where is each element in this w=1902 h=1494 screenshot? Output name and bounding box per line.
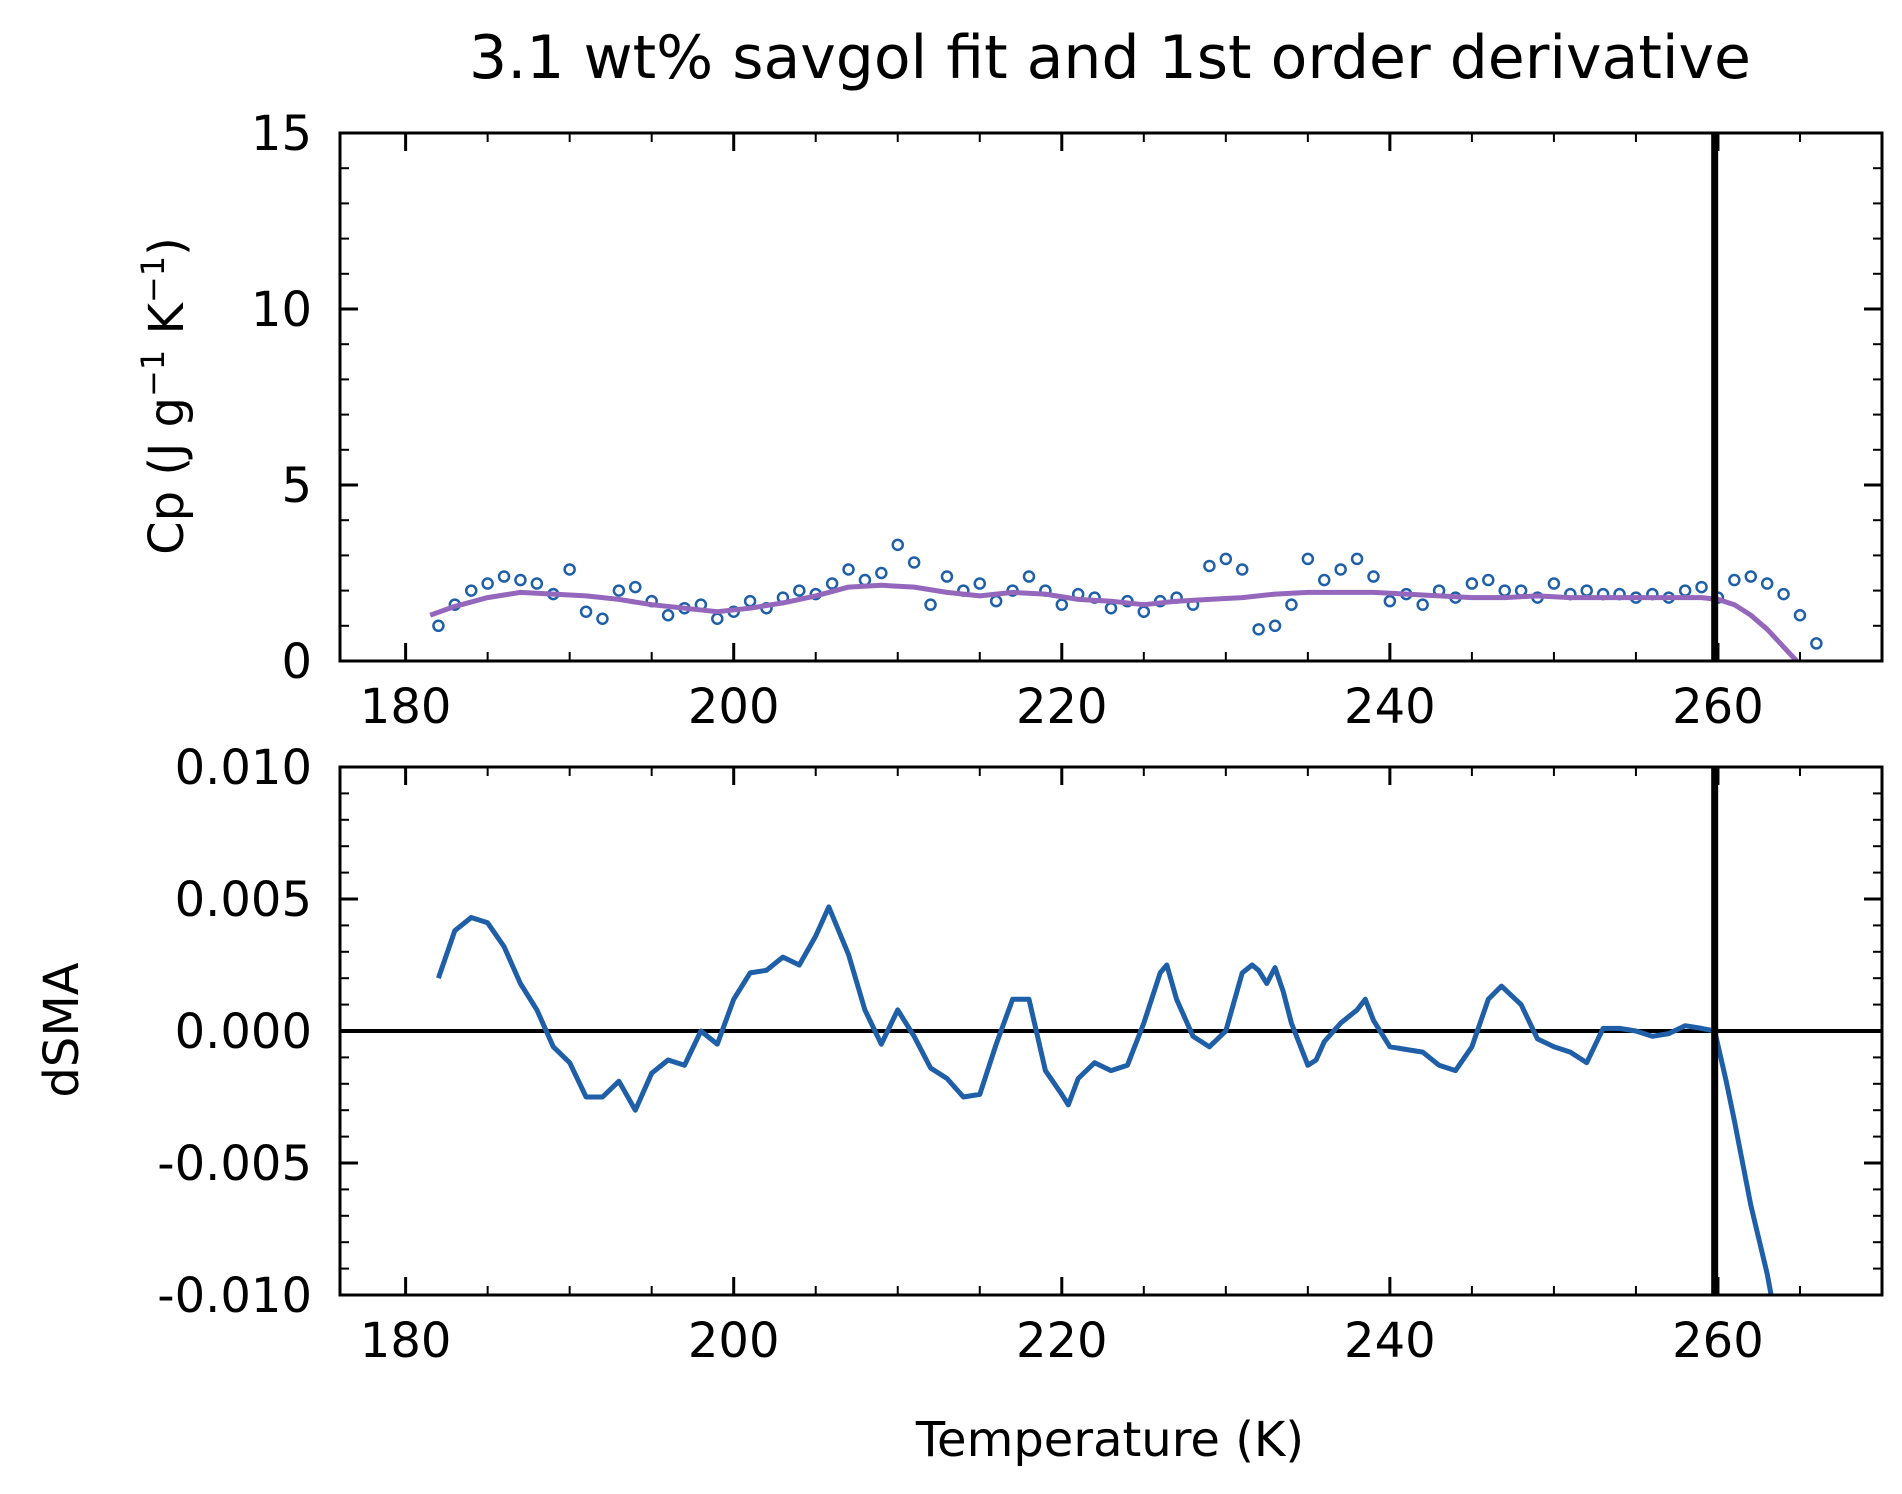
cp-data-point — [875, 566, 888, 580]
cp-ytick-label: 15 — [251, 106, 312, 162]
cp-data-point — [464, 584, 478, 597]
cp-data-point — [793, 584, 806, 597]
cp-data-point — [1760, 577, 1774, 590]
cp-ytick-label: 10 — [251, 282, 312, 338]
cp-axes-frame — [338, 131, 1884, 663]
cp-data-point — [1350, 552, 1364, 566]
cp-xtick-label: 220 — [1016, 679, 1108, 735]
cp-data-point — [1219, 552, 1233, 566]
cp-data-point — [530, 577, 544, 590]
cp-data-point — [629, 580, 642, 594]
dsma-series-line-0 — [436, 904, 1774, 1295]
cp-data-point — [1285, 598, 1298, 611]
cp-data-point — [579, 605, 593, 618]
dsma-xtick-label: 240 — [1344, 1313, 1436, 1369]
cp-data-point — [989, 594, 1003, 608]
cp-data-point — [1022, 570, 1036, 583]
cp-xtick-label: 260 — [1672, 679, 1764, 735]
cp-data-point — [924, 598, 937, 611]
dsma-ytick-label: -0.005 — [157, 1136, 312, 1192]
dsma-xtick-label: 220 — [1016, 1313, 1108, 1369]
dsma-xtick-label: 200 — [688, 1313, 780, 1369]
cp-data-point — [973, 577, 987, 590]
cp-data-point — [1055, 598, 1069, 611]
cp-data-point — [1728, 573, 1741, 587]
cp-data-point — [1793, 608, 1807, 622]
cp-data-point — [612, 584, 626, 597]
cp-data-point — [1268, 619, 1282, 633]
dsma-ytick-label: 0.005 — [175, 872, 312, 928]
cp-data-point — [1318, 573, 1331, 587]
cp-data-point — [1301, 552, 1315, 566]
cp-data-point — [1104, 601, 1118, 615]
cp-data-point — [743, 594, 757, 608]
dsma-ytick-label: 0.010 — [175, 740, 312, 796]
cp-data-point — [842, 563, 855, 576]
cp-data-point — [1498, 584, 1511, 597]
cp-data-point — [1334, 563, 1347, 576]
cp-panel: Cp (J g−1 K−1) 180 200 220 240 260 0 5 10 15 — [134, 106, 1884, 735]
cp-data-point — [1203, 559, 1216, 573]
cp-data-point — [1252, 623, 1265, 636]
cp-data-point — [1810, 637, 1823, 650]
cp-data-point — [891, 538, 904, 552]
cp-data-point — [596, 612, 609, 626]
cp-data-point — [1482, 573, 1495, 587]
cp-series-line-1 — [429, 582, 1799, 661]
cp-data-point — [940, 570, 954, 583]
cp-data-point — [1235, 563, 1249, 576]
cp-data-point — [481, 577, 494, 590]
cp-data-point — [563, 563, 576, 576]
cp-plot-area — [429, 133, 1823, 661]
cp-data-point — [1695, 580, 1708, 594]
cp-ylabel: Cp (J g−1 K−1) — [134, 237, 195, 555]
x-axis-label: Temperature (K) — [915, 1412, 1304, 1468]
cp-data-point — [1744, 570, 1758, 583]
dsma-ylabel: dSMA — [34, 962, 90, 1097]
dsma-ytick-label: 0.000 — [175, 1004, 312, 1060]
cp-data-point — [1416, 598, 1429, 611]
dsma-xtick-label: 260 — [1672, 1313, 1764, 1369]
chart-title: 3.1 wt% savgol fit and 1st order derivat… — [469, 23, 1751, 93]
cp-ytick-label: 5 — [281, 458, 312, 514]
cp-data-point — [1137, 605, 1151, 618]
cp-data-point — [514, 573, 527, 587]
cp-xtick-label: 200 — [688, 679, 780, 735]
cp-data-point — [1678, 584, 1692, 597]
dsma-plot-area — [340, 767, 1882, 1295]
dsma-xtick-label: 180 — [360, 1313, 452, 1369]
cp-data-point — [1465, 577, 1479, 590]
cp-data-point — [1367, 570, 1380, 583]
cp-scatter-series — [432, 538, 1823, 650]
cp-data-point — [1547, 577, 1561, 590]
cp-data-point — [497, 570, 511, 583]
cp-data-point — [711, 612, 724, 626]
cp-data-point — [661, 608, 675, 622]
cp-data-point — [1777, 587, 1790, 601]
dsma-ytick-label: -0.010 — [157, 1268, 312, 1324]
cp-data-point — [1383, 594, 1397, 608]
cp-xtick-label: 180 — [360, 679, 452, 735]
cp-ytick-label: 0 — [281, 634, 312, 690]
cp-data-point — [907, 556, 921, 569]
cp-xtick-label: 240 — [1344, 679, 1436, 735]
cp-data-point — [432, 619, 445, 633]
cp-data-point — [1580, 584, 1593, 597]
dsma-panel: dSMA Temperature (K) 180 200 220 240 260 -0.0… — [34, 740, 1884, 1468]
cp-data-point — [825, 577, 839, 590]
